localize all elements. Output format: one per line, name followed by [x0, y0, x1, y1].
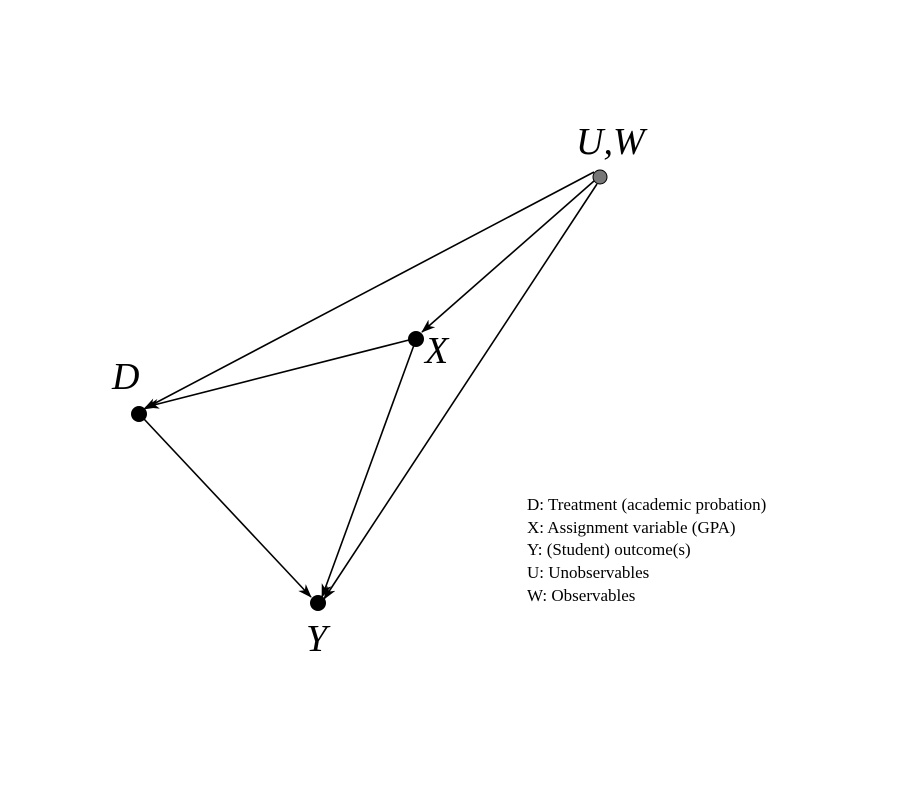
legend-item-u: U: Unobservables: [527, 563, 649, 582]
edge-uw-to-d: [143, 171, 595, 410]
legend: D: Treatment (academic probation) X: Ass…: [527, 495, 766, 605]
edge-d-to-y: [143, 418, 312, 598]
node-label-uw: U,W: [576, 121, 648, 163]
node-labels: U,W X D Y: [111, 121, 648, 660]
edge-x-to-y: [321, 344, 415, 598]
legend-item-y: Y: (Student) outcome(s): [527, 540, 691, 559]
node-x: [408, 331, 424, 347]
edge-uw-to-x: [421, 180, 595, 333]
legend-item-x: X: Assignment variable (GPA): [527, 518, 736, 537]
edge-uw-to-y: [323, 183, 598, 600]
node-y: [310, 595, 326, 611]
node-label-d: D: [111, 356, 139, 398]
node-uw: [592, 169, 608, 185]
nodes: [131, 169, 608, 611]
legend-item-w: W: Observables: [527, 586, 635, 605]
edge-x-to-d: [145, 339, 410, 409]
legend-item-d: D: Treatment (academic probation): [527, 495, 766, 514]
edges: [143, 171, 598, 600]
node-d: [131, 406, 147, 422]
node-label-x: X: [423, 330, 450, 372]
node-label-y: Y: [306, 618, 331, 660]
